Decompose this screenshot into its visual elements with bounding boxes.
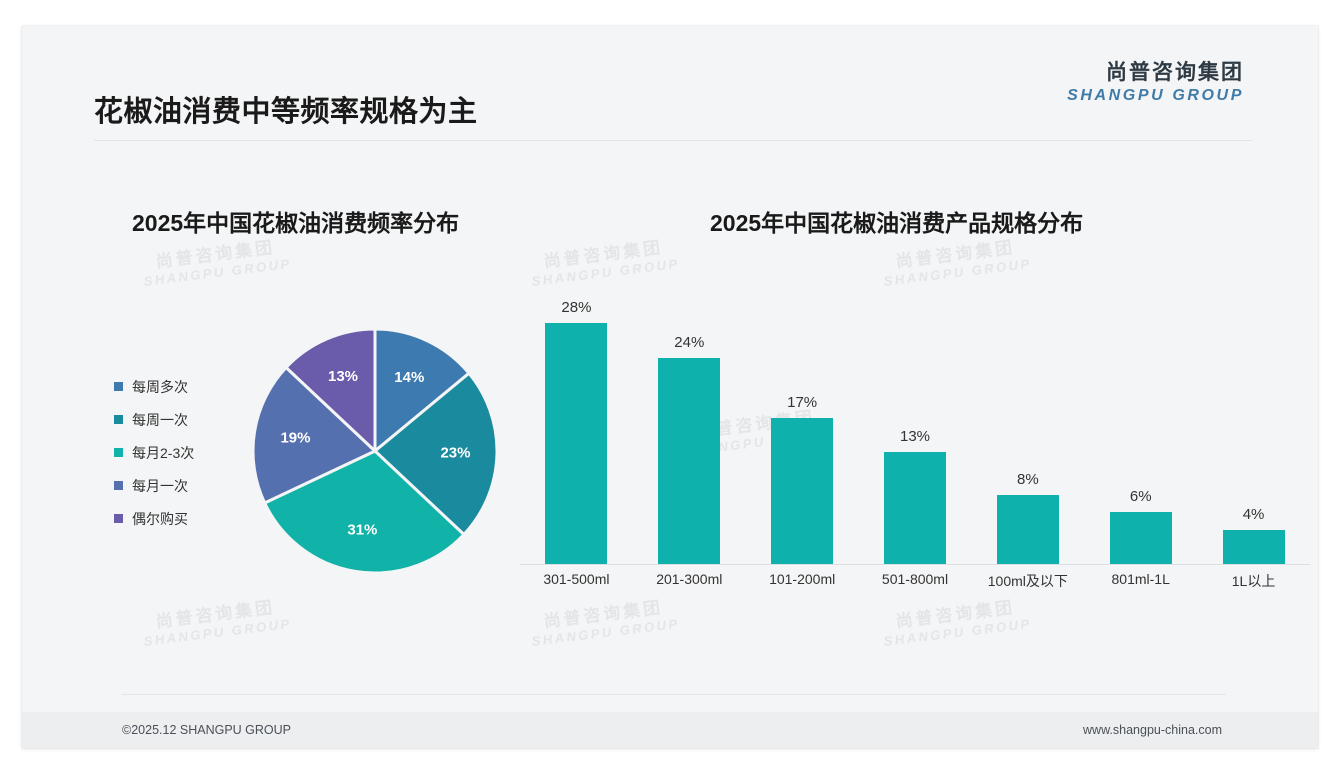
bar-category-label: 201-300ml [656, 571, 723, 587]
note-divider [122, 694, 1226, 695]
legend-item-label: 每周多次 [132, 378, 188, 395]
bar-category-label: 101-200ml [769, 571, 836, 587]
pie-chart: 14% 23% 31% 19% 13% [250, 326, 500, 576]
pie-slice-label: 14% [394, 369, 424, 386]
legend-swatch-icon [114, 415, 123, 424]
legend-item[interactable]: 每月一次 [114, 469, 244, 502]
bar-rect[interactable] [1222, 530, 1285, 564]
pie-slice[interactable] [373, 327, 472, 455]
brand-logo: 尚普咨询集团 SHANGPU GROUP [1067, 62, 1244, 104]
pie-slice[interactable] [283, 327, 377, 455]
copyright-text: ©2025.12 SHANGPU GROUP [122, 723, 291, 737]
header-divider [94, 140, 1252, 141]
watermark-chinese: 尚普咨询集团 [542, 237, 665, 272]
slide-canvas: 花椒油消费中等频率规格为主 尚普咨询集团 SHANGPU GROUP 尚普咨询集… [22, 26, 1318, 748]
logo-chinese-text: 尚普咨询集团 [1106, 61, 1244, 84]
bar-value-label: 4% [1242, 506, 1265, 523]
legend-item-label: 偶尔购买 [132, 510, 188, 527]
bar-column[interactable]: 13% [865, 428, 965, 564]
pie-slice[interactable] [262, 449, 467, 575]
legend-swatch-icon [114, 514, 123, 523]
legend-swatch-icon [114, 481, 123, 490]
website-url[interactable]: www.shangpu-china.com [1083, 723, 1222, 737]
pie-slice-label: 19% [280, 429, 310, 446]
pie-chart-title: 2025年中国花椒油消费频率分布 [132, 210, 460, 236]
logo-english-text: SHANGPU GROUP [1067, 87, 1244, 104]
bar-category-label: 501-800ml [881, 571, 949, 587]
bar-chart: 28% 24% 17% 13% 8% 6% 4% [520, 274, 1310, 564]
slide-header: 花椒油消费中等频率规格为主 尚普咨询集团 SHANGPU GROUP [22, 26, 1318, 141]
bar-value-label: 24% [674, 334, 705, 351]
legend-item[interactable]: 每周多次 [114, 370, 244, 403]
bar-value-label: 28% [561, 299, 592, 316]
bar-column[interactable]: 4% [1204, 506, 1304, 564]
bar-chart-category-axis: 301-500ml 201-300ml 101-200ml 501-800ml 100m… [520, 571, 1310, 595]
watermark-english: SHANGPU GROUP [142, 256, 293, 290]
watermark-english: SHANGPU GROUP [530, 616, 681, 650]
bar-value-label: 6% [1129, 488, 1152, 505]
legend-item-label: 每周一次 [132, 411, 188, 428]
legend-item-label: 每月一次 [132, 477, 188, 494]
pie-legend: 每周多次每周一次每月2-3次 每月一次偶尔购买 [114, 370, 244, 535]
bar-column[interactable]: 8% [978, 471, 1078, 564]
watermark-chinese: 尚普咨询集团 [894, 597, 1017, 632]
bar-rect[interactable] [1109, 512, 1172, 564]
pie-chart-svg: 14% 23% 31% 19% 13% [251, 327, 499, 575]
bar-chart-axis [520, 564, 1310, 565]
watermark: 尚普咨询集团 SHANGPU GROUP [140, 595, 293, 650]
bar-column[interactable]: 17% [752, 394, 852, 564]
bar-rect[interactable] [771, 418, 834, 564]
bar-column[interactable]: 28% [526, 299, 626, 564]
pie-slice-label: 23% [440, 444, 470, 461]
watermark-chinese: 尚普咨询集团 [154, 597, 277, 632]
watermark-chinese: 尚普咨询集团 [154, 237, 277, 272]
bar-column[interactable]: 24% [639, 334, 739, 564]
bar-category-label: 301-500ml [543, 571, 610, 587]
pie-slice[interactable] [372, 371, 499, 537]
watermark: 尚普咨询集团 SHANGPU GROUP [880, 595, 1033, 650]
legend-swatch-icon [114, 382, 123, 391]
pie-slice[interactable] [251, 365, 378, 505]
bar-rect[interactable] [545, 323, 608, 564]
footer-bar: ©2025.12 SHANGPU GROUP www.shangpu-china… [22, 712, 1318, 748]
bar-category-label: 1L以上 [1231, 573, 1276, 589]
pie-slice-label: 31% [347, 521, 377, 538]
legend-swatch-icon [114, 448, 123, 457]
bar-category-label: 801ml-1L [1111, 571, 1170, 587]
watermark: 尚普咨询集团 SHANGPU GROUP [140, 235, 293, 290]
page-title: 花椒油消费中等频率规格为主 [94, 96, 478, 128]
watermark-english: SHANGPU GROUP [142, 616, 293, 650]
legend-item[interactable]: 每月2-3次 [114, 436, 244, 469]
legend-item[interactable]: 偶尔购买 [114, 502, 244, 535]
pie-slice-label: 13% [328, 368, 358, 385]
legend-item-label: 每月2-3次 [132, 444, 195, 461]
watermark-english: SHANGPU GROUP [882, 616, 1033, 650]
bar-category-label: 100ml及以下 [987, 573, 1068, 589]
watermark: 尚普咨询集团 SHANGPU GROUP [528, 595, 681, 650]
watermark-chinese: 尚普咨询集团 [542, 597, 665, 632]
bar-rect[interactable] [996, 495, 1059, 564]
bar-rect[interactable] [884, 452, 946, 564]
bar-column[interactable]: 6% [1091, 488, 1191, 564]
bar-value-label: 8% [1017, 471, 1039, 488]
bar-value-label: 13% [899, 428, 931, 445]
bar-chart-title: 2025年中国花椒油消费产品规格分布 [710, 210, 1084, 236]
bar-rect[interactable] [658, 358, 721, 564]
watermark-chinese: 尚普咨询集团 [894, 237, 1017, 272]
bar-value-label: 17% [787, 394, 818, 411]
legend-item[interactable]: 每周一次 [114, 403, 244, 436]
